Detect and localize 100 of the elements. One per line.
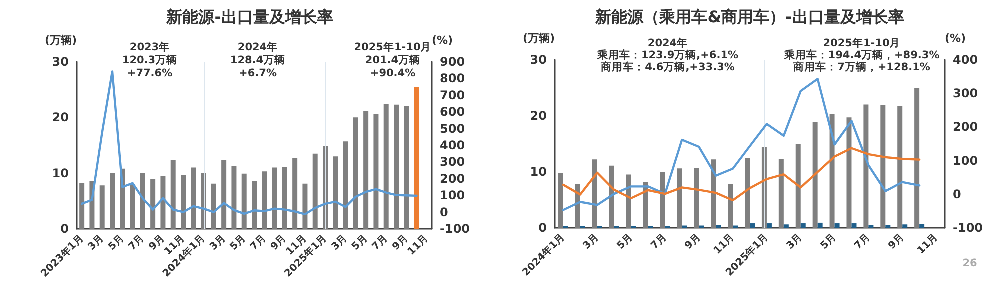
chart-title: 新能源（乘用车&商用车）-出口量及增长率 xyxy=(594,8,904,26)
x-tick-label: 11月 xyxy=(406,233,431,258)
annotation: 乘用车：123.9万辆,+6.1% xyxy=(596,48,740,62)
annotation: +77.6% xyxy=(127,68,174,80)
bar xyxy=(852,224,857,228)
bar xyxy=(784,224,789,228)
y2-tick-label: 100 xyxy=(440,188,466,203)
y2-tick-label: 200 xyxy=(953,120,978,134)
bar xyxy=(394,104,399,229)
bar xyxy=(626,174,632,228)
bar xyxy=(558,173,564,228)
bar xyxy=(140,173,146,229)
x-tick-label: 7月 xyxy=(127,233,147,253)
bar xyxy=(694,168,700,228)
annotation: +6.7% xyxy=(239,68,278,80)
bar xyxy=(160,176,166,229)
y2-tick-label: 400 xyxy=(953,53,978,67)
annotation: 128.4万辆 xyxy=(230,54,286,66)
bar xyxy=(864,104,869,228)
bar xyxy=(312,154,318,229)
y2-tick-label: 0 xyxy=(953,187,962,202)
bar xyxy=(677,168,682,228)
y2-tick-label: -100 xyxy=(953,221,984,235)
y-tick-label: 10 xyxy=(52,166,69,180)
annotation: 商用车：7万辆，+128.1% xyxy=(792,60,931,74)
bar xyxy=(232,166,237,229)
bar xyxy=(711,160,716,228)
bar xyxy=(353,118,358,229)
bar xyxy=(920,224,925,228)
x-tick-label: 3月 xyxy=(582,232,602,252)
bar xyxy=(830,114,835,228)
y2-tick-label: 500 xyxy=(440,122,466,136)
text: 2024年 xyxy=(238,40,278,54)
annotation: 乘用车：194.4万辆，+89.3% xyxy=(783,48,940,62)
bar xyxy=(778,159,784,228)
bar xyxy=(343,142,348,229)
bar xyxy=(846,118,852,228)
y-tick-label: 20 xyxy=(530,109,547,123)
bar xyxy=(745,158,750,228)
bar xyxy=(592,160,598,228)
x-tick-label: 11月 xyxy=(712,232,737,257)
text: 2024年 xyxy=(648,36,688,50)
x-tick-label: 5月 xyxy=(228,233,248,253)
text: 26 xyxy=(962,258,978,270)
bar xyxy=(898,106,903,228)
bar xyxy=(222,160,227,229)
bar xyxy=(170,160,176,229)
bar xyxy=(364,110,369,229)
y-tick-label: 10 xyxy=(530,165,547,179)
x-tick-label: 5月 xyxy=(350,233,370,253)
bar xyxy=(110,173,115,229)
bar xyxy=(150,179,156,229)
bar xyxy=(914,88,920,228)
line-series xyxy=(562,147,921,202)
bar xyxy=(660,172,666,228)
bar xyxy=(302,184,308,229)
y2-tick-label: 300 xyxy=(953,86,978,101)
bar xyxy=(766,224,772,228)
y2-tick-label: 400 xyxy=(440,138,466,152)
bar xyxy=(796,144,801,228)
bar xyxy=(80,183,85,229)
text: 2025年1-10月 xyxy=(354,40,432,54)
annotation: 商用车：4.6万辆,+33.3% xyxy=(600,60,736,74)
bar xyxy=(886,225,891,228)
y-axis-title: (万辆) xyxy=(522,32,555,45)
x-tick-label: 5月 xyxy=(818,232,839,252)
x-tick-label: 7月 xyxy=(649,232,670,252)
line-series xyxy=(80,70,418,216)
bar xyxy=(282,167,288,229)
text: 2025年1-10月 xyxy=(823,36,901,50)
bar xyxy=(868,225,874,228)
bar xyxy=(750,224,755,228)
bar xyxy=(834,224,840,228)
y-axis-title: (万辆) xyxy=(44,34,77,47)
y2-axis-title: (%) xyxy=(432,34,454,47)
bar xyxy=(333,156,338,229)
chart-title: 新能源-出口量及增长率 xyxy=(166,8,334,26)
bar xyxy=(242,174,247,229)
x-tick-label: 3月 xyxy=(86,233,106,253)
bar xyxy=(181,175,186,229)
x-tick-label: 11月 xyxy=(916,232,940,257)
bar xyxy=(272,168,278,229)
bar xyxy=(191,168,196,229)
bar xyxy=(609,166,614,228)
x-tick-label: 3月 xyxy=(784,232,805,252)
bar xyxy=(818,222,823,228)
y2-tick-label: 900 xyxy=(440,55,466,69)
x-tick-label: 9月 xyxy=(683,232,704,252)
bar xyxy=(880,105,886,228)
y-tick-label: 30 xyxy=(52,55,69,69)
x-tick-label: 3月 xyxy=(208,233,228,253)
bar xyxy=(292,158,298,229)
y2-tick-label: 0 xyxy=(440,205,448,220)
x-tick-label: 7月 xyxy=(852,232,873,252)
y2-tick-label: 200 xyxy=(440,172,466,186)
bar xyxy=(262,172,268,229)
line-series xyxy=(562,78,921,212)
annotation: 201.4万辆 xyxy=(365,54,421,66)
bar xyxy=(252,181,257,229)
bar xyxy=(902,224,908,228)
